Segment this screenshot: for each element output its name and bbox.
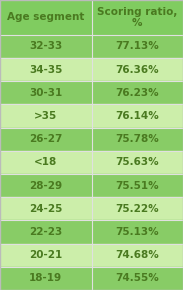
Text: 34-35: 34-35 <box>29 65 62 75</box>
Bar <box>0 58 183 81</box>
Bar <box>0 244 183 267</box>
Text: 30-31: 30-31 <box>29 88 62 98</box>
Bar <box>0 104 183 128</box>
Text: Scoring ratio,
%: Scoring ratio, % <box>97 7 178 28</box>
Bar <box>0 267 183 290</box>
Text: <18: <18 <box>34 157 57 167</box>
Text: 26-27: 26-27 <box>29 134 62 144</box>
Text: 74.55%: 74.55% <box>115 273 159 283</box>
Text: 74.68%: 74.68% <box>115 250 159 260</box>
Text: 75.22%: 75.22% <box>115 204 159 214</box>
Bar <box>0 35 183 58</box>
Text: 28-29: 28-29 <box>29 181 62 191</box>
Text: >35: >35 <box>34 111 57 121</box>
Text: 22-23: 22-23 <box>29 227 62 237</box>
Bar <box>0 81 183 104</box>
Text: 75.51%: 75.51% <box>115 181 159 191</box>
Text: 76.14%: 76.14% <box>115 111 159 121</box>
Text: 18-19: 18-19 <box>29 273 62 283</box>
Bar <box>0 220 183 244</box>
Text: Age segment: Age segment <box>7 12 84 22</box>
Bar <box>0 151 183 174</box>
Text: 75.78%: 75.78% <box>115 134 159 144</box>
Text: 77.13%: 77.13% <box>115 41 159 51</box>
Text: 76.23%: 76.23% <box>115 88 159 98</box>
Bar <box>0 128 183 151</box>
Text: 24-25: 24-25 <box>29 204 62 214</box>
Bar <box>0 0 183 35</box>
Text: 32-33: 32-33 <box>29 41 62 51</box>
Text: 20-21: 20-21 <box>29 250 62 260</box>
Text: 76.36%: 76.36% <box>115 65 159 75</box>
Bar <box>0 197 183 220</box>
Text: 75.13%: 75.13% <box>115 227 159 237</box>
Bar <box>0 174 183 197</box>
Text: 75.63%: 75.63% <box>115 157 159 167</box>
